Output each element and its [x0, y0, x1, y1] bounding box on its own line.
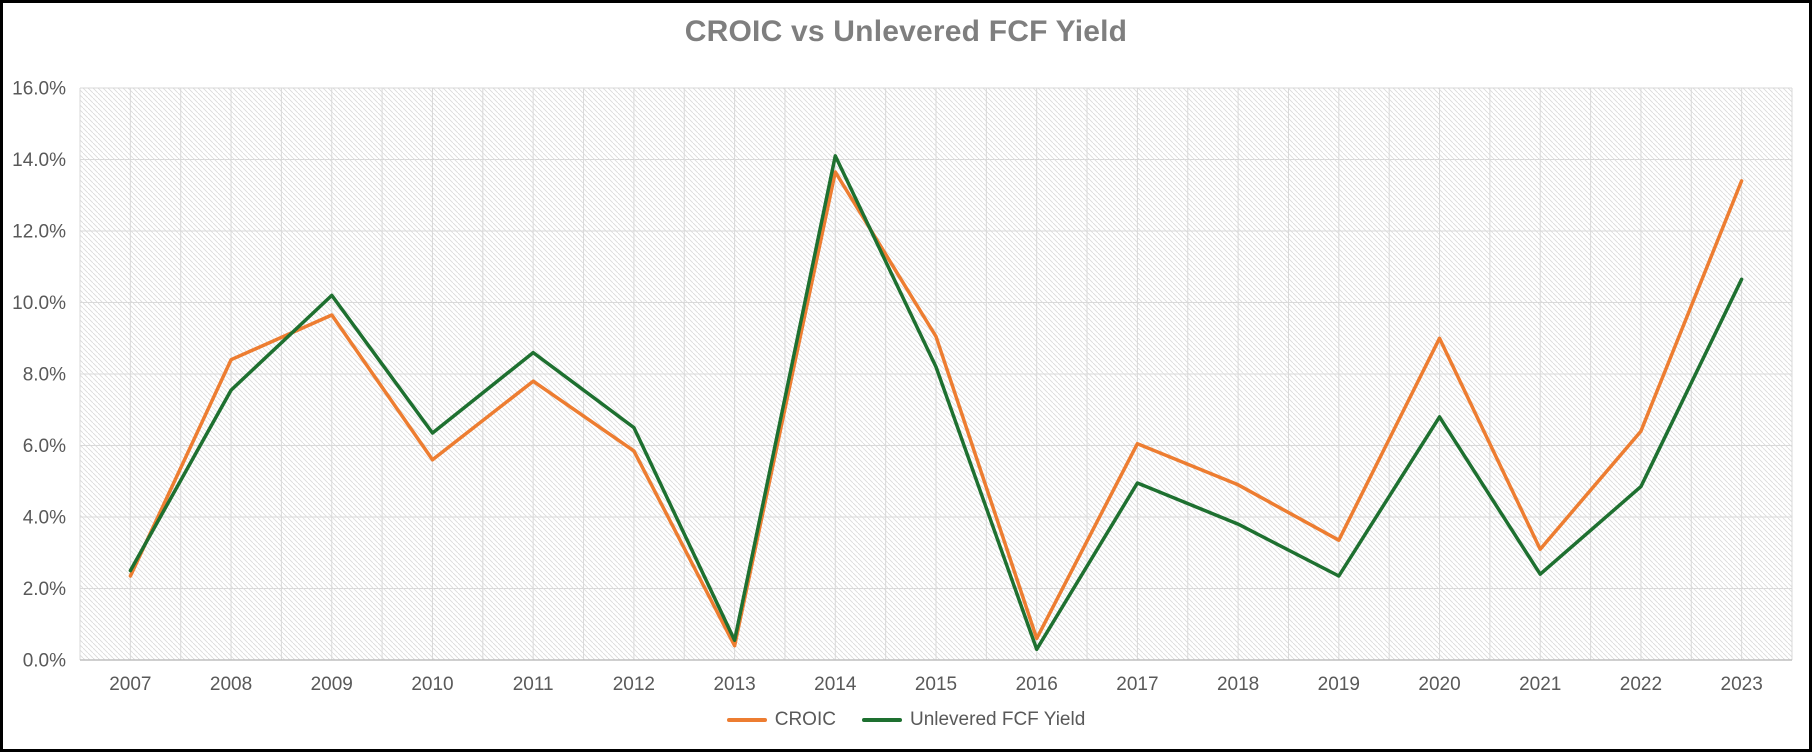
y-axis-tick-label: 14.0% — [12, 150, 66, 171]
y-axis-tick-label: 0.0% — [23, 651, 66, 672]
x-axis-tick-label: 2011 — [513, 674, 554, 695]
x-axis-tick-label: 2017 — [1116, 674, 1158, 695]
y-axis-tick-label: 2.0% — [23, 579, 66, 600]
legend-item-unlevered-fcf-yield: Unlevered FCF Yield — [861, 709, 1086, 731]
series-line-croic — [128, 170, 1744, 648]
x-axis-tick-label: 2007 — [109, 674, 151, 695]
y-axis-tick-label: 10.0% — [12, 293, 66, 314]
series-line-unlevered-fcf-yield — [128, 154, 1744, 652]
chart-title: CROIC vs Unlevered FCF Yield — [684, 15, 1128, 48]
x-axis-tick-label: 2014 — [814, 674, 857, 695]
x-axis-tick-label: 2012 — [613, 674, 655, 695]
x-axis-tick-label: 2020 — [1418, 674, 1460, 695]
x-axis-tick-label: 2015 — [915, 674, 957, 695]
y-axis-tick-label: 4.0% — [23, 508, 66, 529]
x-axis-tick-label: 2021 — [1519, 674, 1561, 695]
x-axis-tick-label: 2023 — [1721, 674, 1763, 695]
croic-line-swatch — [726, 718, 767, 722]
legend-label-unlevered-fcf-yield: Unlevered FCF Yield — [909, 709, 1086, 730]
plot-area: 0.0% 2.0% 4.0% 6.0% 8.0% 10.0% 12.0% 14.0% 16.0%… — [12, 79, 1793, 695]
x-axis-tick-label: 2013 — [713, 674, 755, 695]
x-axis-tick-label: 2008 — [210, 674, 252, 695]
x-axis-tick-label: 2016 — [1016, 674, 1058, 695]
x-axis-tick-label: 2019 — [1318, 674, 1360, 695]
y-axis-tick-label: 16.0% — [12, 79, 66, 100]
x-axis-tick-label: 2009 — [311, 674, 353, 695]
x-axis-tick-label: 2022 — [1620, 674, 1662, 695]
x-axis-tick-label: 2010 — [411, 674, 453, 695]
y-axis-tick-label: 8.0% — [23, 365, 66, 386]
y-axis-tick-label: 6.0% — [23, 436, 66, 457]
legend: CROIC Unlevered FCF Yield — [3, 709, 1809, 731]
x-axis-tick-label: 2018 — [1217, 674, 1259, 695]
unlevered-fcf-yield-line-swatch — [861, 718, 902, 722]
legend-item-croic: CROIC — [726, 709, 836, 731]
legend-label-croic: CROIC — [774, 709, 836, 730]
y-axis-tick-label: 12.0% — [12, 222, 66, 243]
